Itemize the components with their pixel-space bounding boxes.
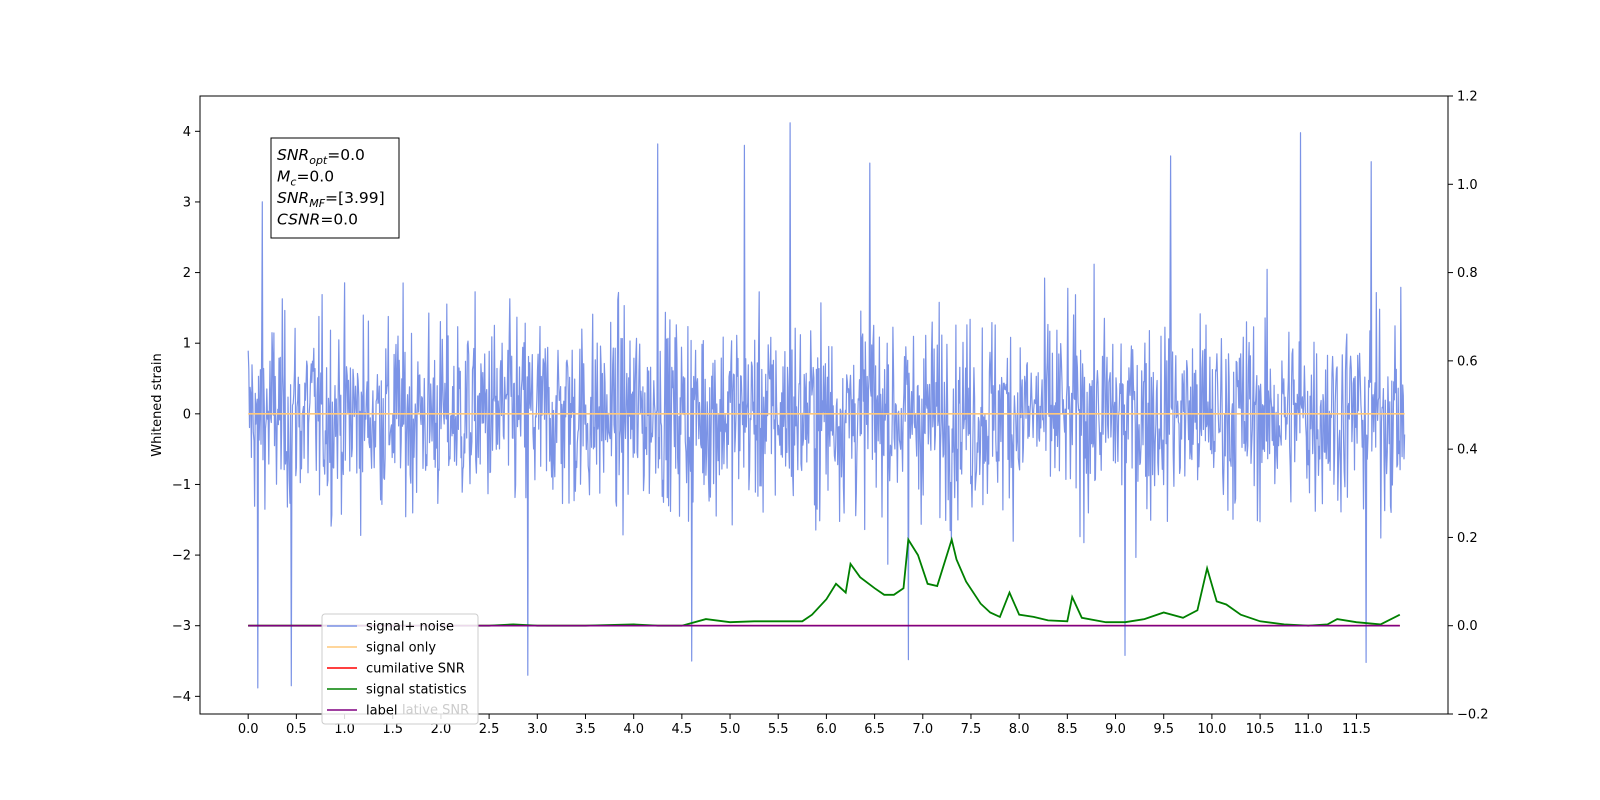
x-tick-label: 11.5	[1342, 722, 1371, 737]
x-tick-label: 2.5	[479, 722, 500, 737]
y2-tick-label: 0.0	[1457, 619, 1478, 634]
info-symbol: SNR	[277, 189, 309, 207]
y2-tick-label: 0.2	[1457, 531, 1478, 546]
info-subscript: c	[290, 176, 296, 189]
info-symbol: SNR	[277, 146, 309, 164]
y2-tick-label: 0.4	[1457, 443, 1478, 458]
y-tick-label: −3	[172, 619, 191, 634]
x-tick-label: 4.5	[672, 722, 693, 737]
info-line: SNRopt=0.0	[277, 146, 365, 167]
info-subscript: MF	[309, 197, 325, 210]
x-tick-label: 2.0	[431, 722, 452, 737]
info-line: SNRMF=[3.99]	[277, 189, 385, 210]
legend-frame	[321, 613, 479, 725]
y-axis-label: Whitened strain	[150, 353, 165, 456]
y-tick-label: 4	[183, 125, 191, 140]
info-symbol: M	[277, 168, 290, 186]
x-tick-label: 3.5	[575, 722, 596, 737]
x-tick-label: 1.5	[382, 722, 403, 737]
y2-tick-label: −0.2	[1457, 708, 1489, 723]
y-tick-label: 1	[183, 337, 191, 352]
y-tick-label: −4	[172, 690, 191, 705]
info-value: =0.0	[327, 146, 365, 164]
series-line-signal-noise	[247, 122, 1406, 689]
x-tick-label: 10.5	[1246, 722, 1275, 737]
legend-label-cumilative-snr: cumilative SNR	[366, 662, 465, 677]
x-tick-label: 10.0	[1197, 722, 1226, 737]
x-tick-label: 7.5	[961, 722, 982, 737]
x-tick-label: 5.0	[720, 722, 741, 737]
x-tick-label: 4.0	[623, 722, 644, 737]
info-line: Mc=0.0	[277, 168, 334, 189]
y-tick-label: 0	[183, 407, 191, 422]
legend-hidden-fragment: lative SNR	[402, 703, 469, 718]
info-box-frame	[270, 137, 400, 239]
y2-tick-label: 0.8	[1457, 266, 1478, 281]
x-tick-label: 8.5	[1057, 722, 1078, 737]
y2-tick-label: 0.6	[1457, 354, 1478, 369]
legend-label-signal-noise: signal+ noise	[366, 620, 454, 635]
info-subscript: opt	[309, 154, 328, 167]
x-tick-label: 1.0	[334, 722, 355, 737]
x-tick-label: 6.0	[816, 722, 837, 737]
y2-tick-label: 1.0	[1457, 178, 1478, 193]
x-tick-label: 5.5	[768, 722, 789, 737]
x-tick-label: 0.0	[238, 722, 259, 737]
y-axis-right: −0.2 0.0 0.2 0.4 0.6 0.8 1.0 1.2	[1448, 90, 1489, 723]
legend-label-signal-only: signal only	[366, 641, 436, 656]
x-tick-label: 0.5	[286, 722, 307, 737]
legend: lative SNR signal+ noise signal only cumil…	[321, 613, 479, 725]
x-tick-label: 9.5	[1153, 722, 1174, 737]
x-tick-label: 11.0	[1294, 722, 1323, 737]
y-tick-label: 2	[183, 266, 191, 281]
x-tick-label: 9.0	[1105, 722, 1126, 737]
x-tick-label: 7.0	[912, 722, 933, 737]
info-value: =[3.99]	[325, 189, 385, 207]
info-value: =0.0	[320, 211, 358, 229]
x-tick-label: 8.0	[1009, 722, 1030, 737]
x-tick-label: 6.5	[864, 722, 885, 737]
legend-label-signal-statistics: signal statistics	[366, 683, 467, 698]
info-line: CSNR=0.0	[277, 211, 358, 229]
x-axis: 0.0 0.5 1.0 1.5 2.0 2.5 3.0 3.5 4.0 4.5 5.0 5.5 6.0 6…	[238, 714, 1371, 737]
y-tick-label: 3	[183, 195, 191, 210]
y-axis-left: −4 −3 −2 −1 0 1 2 3 4	[172, 125, 200, 705]
info-symbol: CSNR	[277, 211, 320, 229]
axes-frame	[199, 95, 1449, 715]
info-value: =0.0	[296, 168, 334, 186]
x-tick-label: 3.0	[527, 722, 548, 737]
legend-label-label: label	[366, 704, 397, 719]
y2-tick-label: 1.2	[1457, 90, 1478, 105]
y-tick-label: −1	[172, 478, 191, 493]
y-tick-label: −2	[172, 549, 191, 564]
